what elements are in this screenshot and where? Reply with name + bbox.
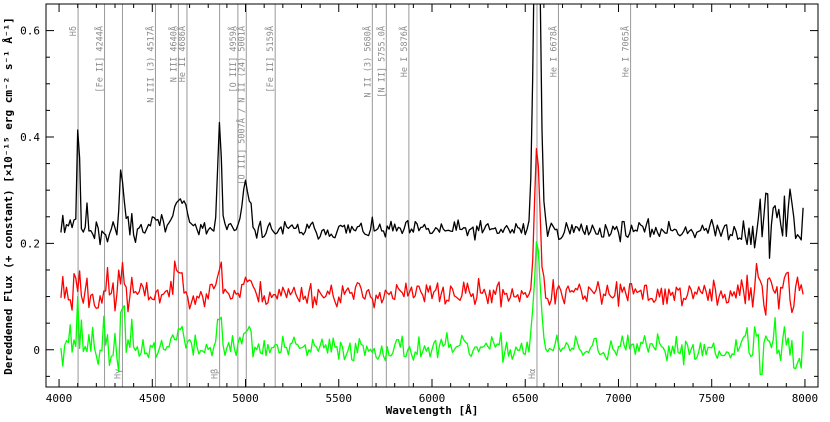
y-tick-label: 0 bbox=[33, 344, 40, 357]
line-marker-label: He I 7065Å bbox=[620, 26, 632, 77]
line-marker-label: [O III] 5007Å / N II (24) 5001Å bbox=[235, 26, 247, 185]
spectrum-series-3 bbox=[60, 241, 804, 376]
x-tick-label: 6500 bbox=[512, 392, 539, 405]
x-axis-label: Wavelength [Å] bbox=[386, 404, 479, 417]
x-tick-label: 7500 bbox=[698, 392, 725, 405]
axis-ticks: 4000 4500 5000 5500 6000 6500 7000 7500 8000 0 0.2… bbox=[20, 3, 819, 405]
plot-frame bbox=[45, 3, 819, 388]
line-marker-label: Hγ bbox=[113, 369, 123, 379]
x-tick-label: 5000 bbox=[232, 392, 259, 405]
line-markers: Hδ [Fe II] 4244Å Hγ N III (3) 4517Å N III 46… bbox=[69, 4, 632, 387]
line-marker-label: Hδ bbox=[69, 26, 79, 36]
line-marker-label: N III 4640Å bbox=[167, 26, 179, 82]
line-marker-label: [O III] 4959Å bbox=[227, 26, 239, 93]
y-tick-label: 0.6 bbox=[20, 25, 40, 38]
line-marker-label: He I 6678Å bbox=[547, 26, 559, 77]
y-tick-label: 0.4 bbox=[20, 131, 40, 144]
line-marker-label: N II (3) 5680Å bbox=[361, 26, 373, 98]
series-layer bbox=[60, 4, 804, 376]
line-marker-label: He I 5876Å bbox=[398, 26, 410, 77]
line-marker-label: N III (3) 4517Å bbox=[144, 26, 156, 103]
x-tick-label: 6000 bbox=[419, 392, 446, 405]
spectrum-series-2 bbox=[60, 147, 804, 316]
spectrum-series-1 bbox=[60, 4, 804, 259]
line-marker-label: He II 4686Å bbox=[176, 26, 188, 82]
line-marker-label: Hβ bbox=[211, 369, 221, 379]
x-tick-label: 4000 bbox=[46, 392, 73, 405]
y-axis-label: Dereddened Flux (+ constant) [×10⁻¹⁵ erg… bbox=[2, 17, 15, 375]
x-tick-label: 8000 bbox=[792, 392, 819, 405]
x-tick-label: 4500 bbox=[139, 392, 166, 405]
line-marker-label: [Fe II] 5159Å bbox=[264, 26, 276, 93]
line-marker-label: [N II] 5755.0Å bbox=[375, 26, 387, 98]
y-tick-label: 0.2 bbox=[20, 237, 40, 250]
x-tick-label: 5500 bbox=[326, 392, 353, 405]
plot-area bbox=[60, 4, 804, 376]
line-marker-label: Hα bbox=[528, 369, 538, 379]
x-tick-label: 7000 bbox=[605, 392, 632, 405]
line-marker-label: [Fe II] 4244Å bbox=[94, 26, 106, 93]
